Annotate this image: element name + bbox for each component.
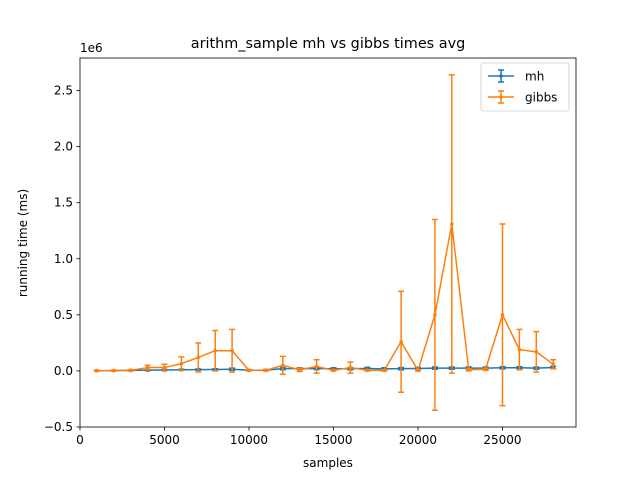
data-point bbox=[230, 348, 234, 353]
data-point bbox=[95, 368, 99, 373]
y-offset-label: 1e6 bbox=[80, 41, 103, 55]
y-tick-label: 0.0 bbox=[54, 364, 73, 378]
data-point bbox=[314, 364, 319, 369]
data-point bbox=[534, 350, 539, 354]
x-tick-label: 20000 bbox=[399, 433, 437, 447]
legend-marker bbox=[499, 95, 503, 99]
y-axis-label: running time (ms) bbox=[16, 189, 30, 297]
data-point bbox=[280, 363, 285, 368]
data-point bbox=[433, 313, 437, 317]
x-tick-label: 0 bbox=[76, 433, 84, 447]
data-point bbox=[365, 368, 370, 373]
plot-frame bbox=[79, 57, 577, 428]
data-point bbox=[399, 339, 403, 344]
data-point bbox=[264, 368, 268, 373]
data-point bbox=[213, 348, 217, 353]
x-tick-label: 15000 bbox=[314, 433, 352, 447]
data-point bbox=[247, 368, 251, 373]
y-tick-label: −0.5 bbox=[44, 420, 73, 434]
data-point bbox=[348, 365, 353, 370]
y-tick-label: 2.0 bbox=[54, 140, 73, 154]
legend-marker bbox=[499, 74, 503, 78]
data-point bbox=[111, 368, 116, 373]
y-tick-label: 1.5 bbox=[54, 196, 73, 210]
y-tick-label: 0.5 bbox=[54, 308, 73, 322]
series-line-gibbs bbox=[96, 223, 554, 372]
data-point bbox=[128, 368, 133, 373]
data-point bbox=[483, 367, 488, 372]
data-point bbox=[331, 368, 336, 373]
data-point bbox=[449, 222, 454, 226]
y-tick-label: 2.5 bbox=[54, 84, 73, 98]
legend-label-mh: mh bbox=[525, 70, 544, 84]
data-point bbox=[382, 368, 386, 373]
legend-box bbox=[480, 62, 570, 112]
x-tick-label: 5000 bbox=[149, 433, 180, 447]
y-tick-label: 1.0 bbox=[54, 252, 73, 266]
data-point bbox=[500, 313, 505, 317]
data-point bbox=[416, 368, 420, 373]
legend-label-gibbs: gibbs bbox=[525, 91, 557, 105]
data-point bbox=[466, 367, 471, 372]
data-point bbox=[551, 362, 555, 366]
chart-title: arithm_sample mh vs gibbs times avg bbox=[191, 36, 465, 52]
data-point bbox=[517, 347, 522, 352]
data-point bbox=[297, 367, 302, 372]
x-axis-label: samples bbox=[303, 456, 353, 470]
plot-area bbox=[93, 74, 557, 411]
series-gibbs bbox=[93, 74, 557, 411]
x-tick-label: 10000 bbox=[230, 433, 268, 447]
x-tick-label: 25000 bbox=[483, 433, 521, 447]
data-point bbox=[162, 365, 167, 370]
legend: mh gibbs bbox=[480, 62, 570, 112]
data-point bbox=[145, 365, 150, 370]
data-point bbox=[179, 361, 184, 366]
data-point bbox=[196, 355, 201, 360]
